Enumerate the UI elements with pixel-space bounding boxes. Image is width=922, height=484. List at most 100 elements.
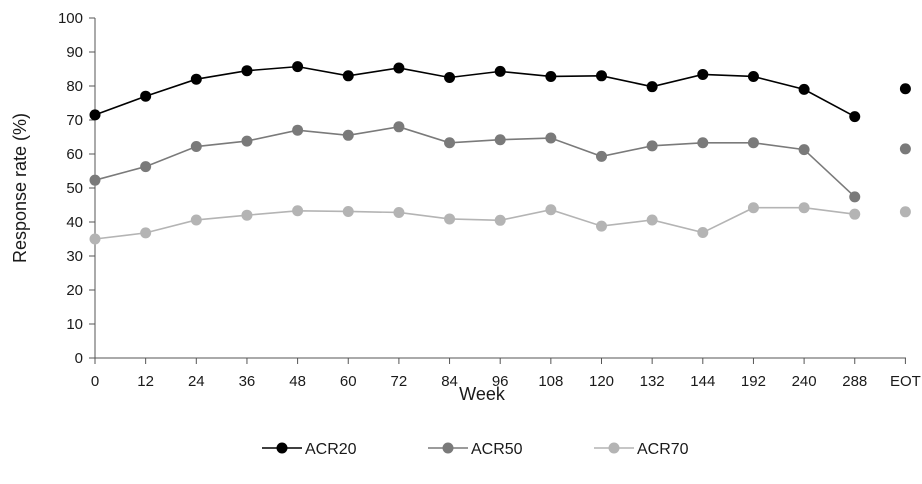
data-point (747, 137, 759, 149)
data-point (89, 233, 101, 245)
legend-label: ACR50 (471, 441, 523, 458)
x-tick-label: 12 (137, 373, 154, 390)
data-point (747, 202, 759, 214)
x-tick-label: 24 (188, 373, 205, 390)
x-axis-ticks: 0 12 24 36 48 60 72 84 96 108 120 132 144 192 240 288 EO… (91, 358, 921, 390)
data-point (190, 73, 202, 85)
series-line (94, 206, 855, 240)
data-point (393, 121, 405, 133)
data-point (646, 140, 658, 152)
data-point (899, 206, 911, 218)
x-tick-label: 84 (441, 373, 458, 390)
legend-item: ACR50 (428, 441, 523, 458)
y-tick-label: 80 (66, 78, 83, 95)
data-point (393, 62, 405, 74)
data-point (596, 70, 607, 82)
x-tick-label: 132 (640, 373, 665, 390)
data-point (444, 137, 456, 149)
y-tick-label: 40 (66, 214, 83, 231)
data-point (545, 204, 557, 216)
x-tick-label: 36 (239, 373, 256, 390)
y-tick-label: 30 (66, 248, 83, 265)
data-point (342, 205, 354, 217)
x-tick-label: 48 (289, 373, 306, 390)
data-point (494, 134, 506, 146)
data-point (241, 65, 253, 77)
x-tick-label: EOT (890, 373, 921, 390)
y-tick-label: 50 (66, 180, 83, 197)
data-point (342, 70, 354, 82)
data-point (89, 174, 101, 186)
data-point (190, 141, 202, 153)
legend: ACR20 ACR50 ACR70 (262, 441, 689, 458)
legend-marker (276, 442, 288, 454)
x-tick-label: 108 (538, 373, 563, 390)
data-point (342, 129, 354, 141)
series-acr20 (89, 61, 911, 123)
data-point (292, 205, 304, 217)
data-point (545, 132, 557, 144)
legend-marker (608, 442, 620, 454)
x-tick-label: 144 (690, 373, 715, 390)
legend-item: ACR20 (262, 441, 357, 458)
plot-area (89, 61, 911, 245)
data-point (292, 124, 304, 136)
x-tick-label: 0 (91, 373, 99, 390)
data-point (899, 143, 911, 155)
y-axis-ticks: 0 10 20 30 40 50 60 70 80 90 100 (58, 10, 95, 367)
x-tick-label: 60 (340, 373, 357, 390)
y-tick-label: 90 (66, 44, 83, 61)
data-point (444, 72, 456, 83)
data-point (697, 137, 709, 149)
x-tick-label: 240 (792, 373, 817, 390)
legend-marker (442, 442, 454, 454)
data-point (798, 83, 810, 95)
data-point (697, 227, 709, 239)
data-point (444, 213, 456, 225)
y-tick-label: 20 (66, 282, 83, 299)
data-point (849, 191, 861, 203)
data-point (747, 70, 759, 82)
data-point (596, 220, 607, 232)
data-point (190, 214, 202, 226)
data-point (697, 68, 709, 80)
data-point (494, 65, 506, 77)
data-point (393, 206, 405, 218)
data-point (899, 83, 911, 95)
series-acr70 (89, 202, 911, 245)
x-tick-label: 120 (589, 373, 614, 390)
data-point (140, 161, 152, 173)
data-point (849, 111, 861, 123)
x-tick-label: 288 (842, 373, 867, 390)
x-axis-title: Week (459, 384, 506, 404)
legend-label: ACR20 (305, 441, 357, 458)
y-tick-label: 70 (66, 112, 83, 129)
legend-item: ACR70 (594, 441, 689, 458)
series-line (94, 125, 856, 198)
series-line (94, 65, 856, 118)
x-tick-label: 192 (741, 373, 766, 390)
data-point (646, 81, 658, 93)
series-acr50 (89, 121, 911, 203)
x-tick-label: 96 (492, 373, 509, 390)
y-tick-label: 100 (58, 10, 83, 27)
y-tick-label: 0 (75, 350, 83, 367)
data-point (140, 227, 152, 239)
y-tick-label: 60 (66, 146, 83, 163)
data-point (241, 209, 253, 221)
data-point (89, 109, 101, 121)
data-point (494, 214, 506, 226)
data-point (798, 144, 810, 156)
y-axis-title: Response rate (%) (10, 113, 30, 263)
legend-label: ACR70 (637, 441, 689, 458)
data-point (241, 135, 253, 147)
data-point (646, 214, 658, 226)
data-point (545, 70, 557, 82)
data-point (140, 90, 152, 102)
y-tick-label: 10 (66, 316, 83, 333)
data-point (292, 61, 304, 73)
data-point (849, 208, 861, 220)
data-point (798, 202, 810, 214)
x-tick-label: 72 (391, 373, 408, 390)
